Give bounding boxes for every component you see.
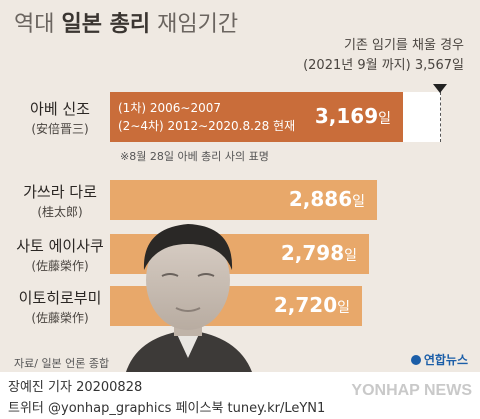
title-suffix: 재임기간 [157,12,239,37]
projection-note: 기존 임기를 채울 경우 (2021년 9월 까지) 3,567일 [303,36,464,76]
yonhap-logo-icon [410,355,421,365]
bar-value-sato: 2,798일 [280,241,357,265]
source-label: 자료/ 일본 언론 종합 [14,357,110,370]
bar-katsura: 2,886일 [110,180,377,220]
projection-note-line1: 기존 임기를 채울 경우 [343,38,464,53]
projection-note-line2: (2021년 9월 까지) 3,567일 [303,58,464,73]
pm-name-sato: 사토 에이사쿠 [16,237,104,255]
projection-pointer-icon [433,84,447,93]
footnote: ※8월 28일 아베 총리 사의 표명 [120,150,269,163]
term-2-label: (2∼4차) 2012∼2020.8.28 현재 [118,119,296,133]
title-prefix: 역대 [14,12,55,37]
pm-kanji-katsura: (桂太郎) [37,205,83,219]
infographic-card: 역대 일본 총리 재임기간 기존 임기를 채울 경우 (2021년 9월 까지)… [0,0,480,372]
bar-value-ito: 2,720일 [273,293,350,317]
byline-social: 트위터 @yonhap_graphics 페이스북 tuney.kr/LeYN1 [8,401,326,416]
chart-title: 역대 일본 총리 재임기간 [14,6,238,38]
byline-reporter: 장예진 기자 20200828 [8,380,143,395]
bar-value-abe: 3,169일 [314,104,391,128]
yonhap-logo: 연합뉴스 [410,351,468,368]
pm-kanji-sato: (佐藤榮作) [31,259,89,273]
title-bold: 일본 총리 [61,12,151,37]
bar-abe: (1차) 2006∼2007 (2∼4차) 2012∼2020.8.28 현재 … [110,92,403,142]
bar-value-katsura: 2,886일 [288,187,365,211]
watermark: YONHAP NEWS [351,382,472,399]
pm-kanji-abe: (安倍晋三) [31,122,89,136]
pm-name-ito: 이토히로부미 [18,289,102,307]
pm-name-katsura: 가쓰라 다로 [23,183,97,201]
term-1-label: (1차) 2006∼2007 [118,101,221,115]
pm-name-abe: 아베 신조 [30,100,90,118]
portrait-photo [126,224,252,372]
pm-kanji-ito: (佐藤榮作) [31,311,89,325]
